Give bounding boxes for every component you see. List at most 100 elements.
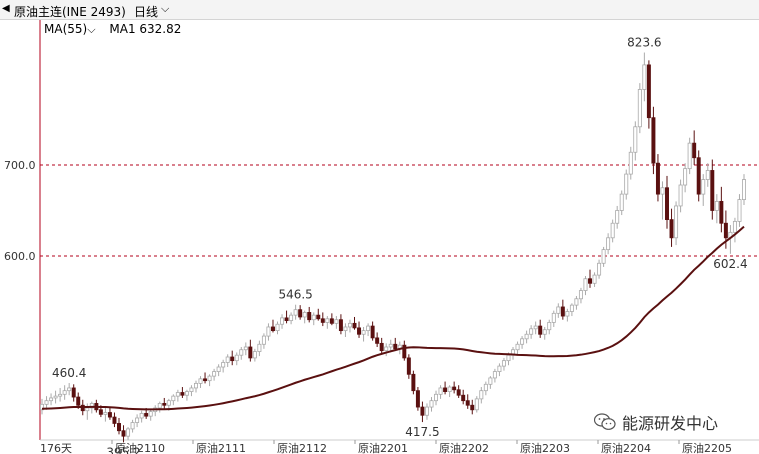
candle (515, 341, 520, 355)
candle (737, 194, 742, 227)
candle-body (338, 319, 343, 332)
candle (280, 314, 285, 329)
candle (533, 321, 538, 335)
candle-body (569, 304, 574, 312)
candle-body (357, 327, 362, 335)
candle (370, 321, 375, 341)
period-selector[interactable]: 日线 (134, 5, 159, 19)
candle (157, 401, 162, 413)
candle-body (597, 262, 602, 276)
candle (529, 325, 534, 339)
candle (334, 316, 339, 329)
candle (53, 390, 58, 404)
candle-body (216, 366, 221, 372)
candle-body (280, 317, 285, 325)
candle-body (452, 386, 457, 391)
candle-body (646, 64, 651, 119)
candle (438, 385, 443, 399)
candle-body (547, 322, 552, 331)
candle (520, 336, 525, 349)
candle (655, 154, 660, 202)
candle-body (692, 142, 697, 159)
candle (62, 385, 67, 400)
candle-body (148, 411, 153, 417)
candle (606, 233, 611, 255)
candle (126, 427, 131, 440)
candle (361, 326, 366, 342)
candle (674, 201, 679, 246)
candle-body (533, 325, 538, 330)
candle (184, 389, 189, 401)
candle-body (194, 382, 198, 389)
candle-body (302, 312, 307, 318)
chevron-down-icon[interactable]: ⌵ (161, 2, 170, 15)
candle-body (515, 343, 520, 351)
candle (601, 246, 606, 267)
candle-body (655, 162, 660, 195)
candle-body (180, 392, 185, 396)
candle (501, 357, 506, 371)
ma-line (41, 225, 745, 411)
indicator-name[interactable]: MA(55) (44, 22, 88, 36)
candle-body (705, 170, 710, 180)
candle-body (665, 187, 669, 221)
price-annotation: 823.6 (627, 36, 661, 50)
candle (175, 389, 180, 402)
candle (67, 383, 72, 396)
candle (547, 319, 552, 335)
candle-body (40, 403, 44, 411)
candle (497, 363, 502, 377)
candle (257, 340, 262, 357)
candle (565, 308, 570, 322)
candle (633, 121, 638, 161)
candle-body (402, 344, 407, 359)
candle-body (44, 400, 49, 405)
candle (434, 390, 439, 406)
candle-body (601, 249, 606, 264)
candle-body (89, 403, 94, 409)
candle-body (184, 391, 189, 396)
candle-body (239, 349, 244, 356)
candle-body (175, 392, 180, 397)
candle-body (366, 325, 371, 332)
candle (139, 410, 144, 423)
left-triangle-icon[interactable]: ◀ (2, 3, 10, 14)
candle (375, 332, 380, 347)
chart-header: ◀ 原油主连(INE 2493) 日线 ⌵ (0, 0, 759, 20)
candle (692, 130, 697, 165)
candle-body (49, 397, 54, 402)
candle (597, 259, 602, 279)
symbol-label[interactable]: 原油主连(INE 2493) (14, 5, 126, 19)
watermark: 能源研发中心 (594, 410, 718, 434)
candle-body (289, 314, 294, 322)
candle (203, 372, 208, 384)
candle (49, 393, 54, 406)
candle-body (542, 329, 547, 335)
candle-body (293, 309, 298, 316)
chevron-down-icon[interactable]: ⌵ (87, 23, 96, 36)
candle-body (438, 387, 443, 395)
candle-body (379, 342, 384, 352)
candle-body (166, 400, 171, 406)
candle-body (53, 395, 58, 399)
candle (479, 387, 484, 404)
candle-body (701, 179, 706, 195)
candle (687, 137, 692, 175)
candle (574, 296, 579, 310)
candle (366, 323, 371, 337)
candle (243, 342, 248, 356)
candle (628, 146, 633, 180)
candle-body (619, 193, 624, 211)
candle (117, 417, 121, 435)
candle (683, 163, 688, 193)
candle (252, 348, 257, 362)
candle-body (121, 430, 126, 437)
candle (162, 397, 167, 409)
candle-body (157, 403, 162, 409)
wechat-icon (594, 413, 616, 430)
candle-body (135, 417, 140, 423)
candle (588, 269, 592, 288)
candle (610, 219, 615, 243)
candle-body (311, 314, 316, 321)
